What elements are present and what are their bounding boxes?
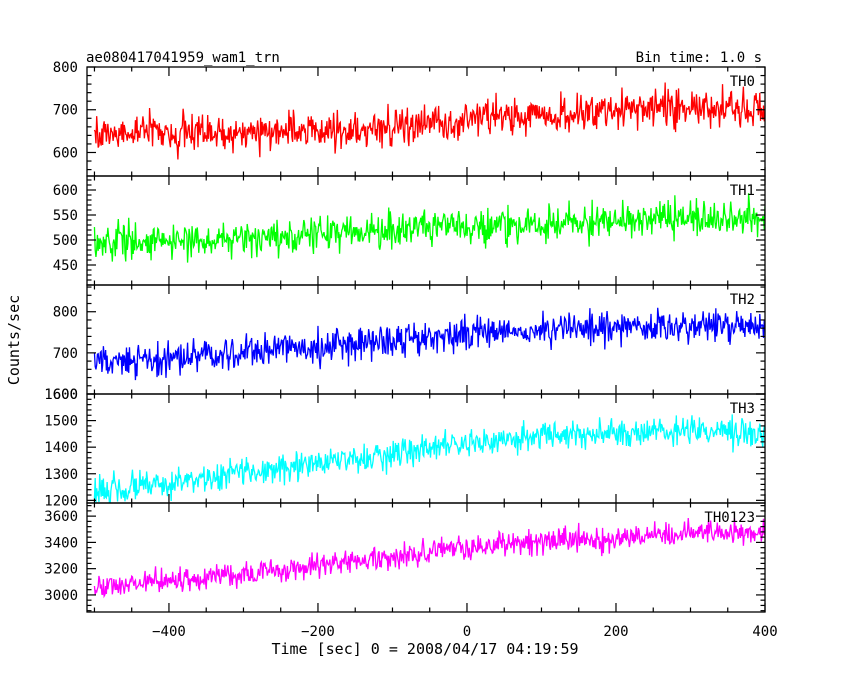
chart-title: ae080417041959_wam1_trn [86,50,280,66]
x-tick-label: 200 [603,624,628,640]
y-tick-label: 600 [53,183,78,199]
y-axis-label: Counts/sec [5,295,23,385]
series-line-th2 [93,307,765,381]
y-tick-label: 700 [53,346,78,362]
y-tick-label: 3400 [44,535,78,551]
y-tick-label: 1200 [44,493,78,509]
panel-label: TH2 [730,292,755,308]
panel-label: TH0 [730,74,755,90]
panels-group: 600 700 800 TH0 450 500 550 600 TH1 600 700 800 TH2 1… [44,60,766,613]
y-tick-label: 550 [53,208,78,224]
y-tick-label: 3600 [44,509,78,525]
panel-label: TH1 [730,183,755,199]
y-tick-label: 1400 [44,440,78,456]
y-tick-label: 3200 [44,562,78,578]
y-tick-label: 1300 [44,467,78,483]
y-tick-label: 1500 [44,414,78,430]
x-axis: −400 −200 0 200 400 [152,624,778,640]
panel-frame [86,66,766,177]
y-tick-label: 1600 [44,387,78,403]
y-tick-label: 450 [53,258,78,274]
panel-th0123: 3000 3200 3400 3600 TH0123 [44,502,766,613]
y-tick-label: 500 [53,233,78,249]
y-tick-label: 600 [53,145,78,161]
panel-frame [86,502,766,613]
x-tick-label: 0 [463,624,471,640]
y-tick-label: 800 [53,305,78,321]
y-tick-label: 3000 [44,588,78,604]
bin-time-label: Bin time: 1.0 s [636,50,762,66]
series-line-th1 [93,193,765,263]
y-tick-label: 600 [53,387,78,403]
x-tick-label: −400 [152,624,186,640]
series-line-th0123 [93,517,765,599]
panel-th2: 600 700 800 TH2 [53,284,766,403]
panel-label: TH0123 [704,510,755,526]
x-axis-label: Time [sec] 0 = 2008/04/17 04:19:59 [271,640,578,658]
panel-th1: 450 500 550 600 TH1 [53,175,766,286]
series-line-th0 [93,82,765,160]
panel-th0: 600 700 800 TH0 [53,60,766,177]
y-tick-label: 700 [53,103,78,119]
panel-label: TH3 [730,401,755,417]
y-tick-label: 800 [53,60,78,76]
panel-th3: 1200 1300 1400 1500 1600 TH3 [44,387,766,509]
series-line-th3 [93,414,765,503]
x-tick-label: −200 [301,624,335,640]
x-tick-label: 400 [752,624,777,640]
